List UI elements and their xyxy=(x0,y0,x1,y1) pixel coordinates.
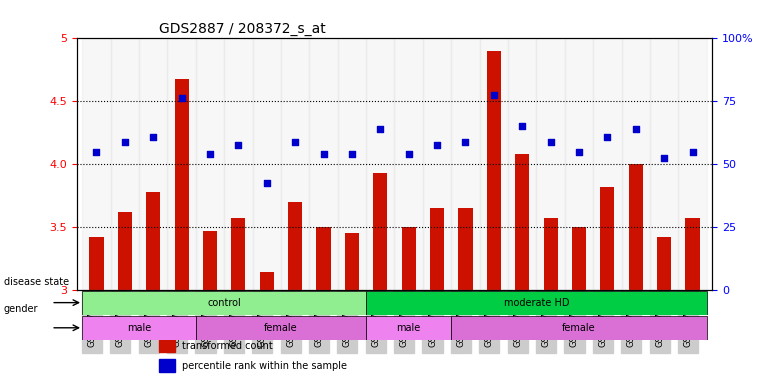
Bar xyxy=(288,202,303,290)
Bar xyxy=(168,38,196,290)
Point xyxy=(260,180,273,186)
Point xyxy=(516,123,529,129)
Bar xyxy=(316,227,331,290)
Point xyxy=(345,151,358,157)
Bar xyxy=(260,272,274,290)
Bar xyxy=(451,38,480,290)
Text: GDS2887 / 208372_s_at: GDS2887 / 208372_s_at xyxy=(159,22,326,36)
Point xyxy=(658,155,670,161)
Bar xyxy=(338,38,366,290)
Point xyxy=(488,92,500,98)
Bar xyxy=(430,208,444,290)
Bar xyxy=(508,38,536,290)
Bar xyxy=(373,173,388,290)
Bar xyxy=(458,208,473,290)
Bar xyxy=(139,38,168,290)
Point xyxy=(175,94,188,101)
Text: control: control xyxy=(208,298,241,308)
Point xyxy=(289,139,301,145)
Bar xyxy=(593,38,621,290)
Bar xyxy=(601,187,614,290)
Text: female: female xyxy=(562,323,596,333)
FancyBboxPatch shape xyxy=(366,316,451,340)
Point xyxy=(374,126,386,132)
FancyBboxPatch shape xyxy=(82,291,366,315)
Bar xyxy=(629,164,643,290)
Bar xyxy=(536,38,565,290)
Bar xyxy=(650,38,679,290)
Bar xyxy=(480,38,508,290)
Bar xyxy=(281,38,309,290)
Bar xyxy=(90,237,103,290)
Bar xyxy=(175,79,188,290)
Bar xyxy=(196,38,224,290)
Point xyxy=(119,139,131,145)
Bar xyxy=(621,38,650,290)
Bar xyxy=(394,38,423,290)
Bar xyxy=(82,38,110,290)
Point xyxy=(90,149,103,155)
Bar xyxy=(486,51,501,290)
Text: male: male xyxy=(397,323,421,333)
Bar xyxy=(572,227,586,290)
Bar xyxy=(159,340,175,352)
Bar xyxy=(401,227,416,290)
Text: female: female xyxy=(264,323,298,333)
Bar xyxy=(309,38,338,290)
Point xyxy=(601,134,614,140)
Bar xyxy=(231,218,245,290)
Point xyxy=(317,151,329,157)
FancyBboxPatch shape xyxy=(451,316,707,340)
FancyBboxPatch shape xyxy=(366,291,707,315)
Bar xyxy=(110,38,139,290)
Point xyxy=(573,149,585,155)
Bar xyxy=(203,231,217,290)
Bar xyxy=(146,192,160,290)
Text: gender: gender xyxy=(4,304,38,314)
Point xyxy=(686,149,699,155)
Text: transformed count: transformed count xyxy=(182,341,272,351)
Bar xyxy=(565,38,593,290)
Text: percentile rank within the sample: percentile rank within the sample xyxy=(182,361,346,371)
Text: moderate HD: moderate HD xyxy=(504,298,569,308)
Bar xyxy=(423,38,451,290)
Bar xyxy=(686,218,699,290)
Bar xyxy=(253,38,281,290)
Bar xyxy=(679,38,707,290)
Point xyxy=(630,126,642,132)
FancyBboxPatch shape xyxy=(196,316,366,340)
Point xyxy=(204,151,216,157)
Bar xyxy=(657,237,671,290)
Point xyxy=(460,139,472,145)
Point xyxy=(545,139,557,145)
Bar xyxy=(224,38,253,290)
Point xyxy=(403,151,415,157)
Bar xyxy=(366,38,394,290)
Text: male: male xyxy=(127,323,151,333)
Bar xyxy=(118,212,132,290)
Bar xyxy=(345,233,359,290)
Bar xyxy=(544,218,558,290)
Point xyxy=(232,142,244,149)
Bar xyxy=(515,154,529,290)
Bar xyxy=(159,359,175,372)
Point xyxy=(147,134,159,140)
Point xyxy=(431,142,444,149)
Text: disease state: disease state xyxy=(4,277,69,287)
FancyBboxPatch shape xyxy=(82,316,196,340)
